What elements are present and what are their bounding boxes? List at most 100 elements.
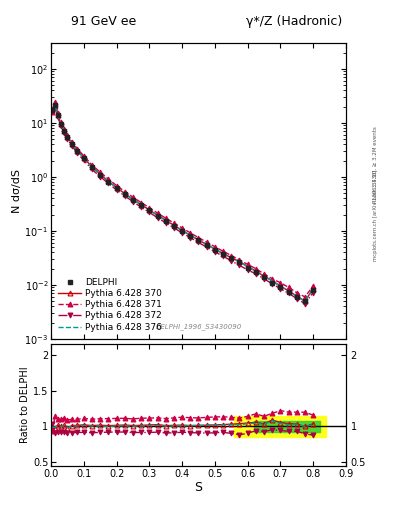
Pythia 6.428 372 [311, 290, 316, 296]
DELPHI [303, 298, 307, 304]
Pythia 6.428 370 [253, 268, 258, 274]
Pythia 6.428 370 [155, 212, 160, 218]
Pythia 6.428 371 [75, 146, 80, 152]
DELPHI [294, 294, 299, 300]
Pythia 6.428 370 [98, 171, 103, 177]
Pythia 6.428 370 [204, 242, 209, 248]
Pythia 6.428 371 [213, 244, 217, 250]
Text: DELPHI_1996_S3430090: DELPHI_1996_S3430090 [155, 323, 242, 330]
Pythia 6.428 370 [139, 202, 143, 208]
Pythia 6.428 372 [147, 209, 152, 216]
Pythia 6.428 371 [50, 109, 55, 115]
DELPHI [123, 191, 127, 197]
Pythia 6.428 371 [311, 283, 316, 289]
Y-axis label: N dσ/dS: N dσ/dS [11, 169, 22, 213]
Pythia 6.428 376 [130, 197, 135, 203]
Pythia 6.428 370 [221, 250, 226, 257]
Pythia 6.428 372 [55, 114, 60, 120]
Pythia 6.428 371 [180, 225, 184, 231]
Pythia 6.428 376 [139, 202, 143, 208]
Pythia 6.428 376 [270, 278, 275, 284]
Pythia 6.428 376 [303, 298, 307, 304]
Pythia 6.428 372 [90, 166, 94, 173]
Pythia 6.428 370 [172, 222, 176, 228]
Pythia 6.428 371 [221, 248, 226, 254]
Pythia 6.428 370 [70, 141, 75, 147]
Pythia 6.428 376 [253, 268, 258, 274]
Pythia 6.428 376 [155, 212, 160, 219]
Pythia 6.428 371 [53, 99, 57, 105]
Pythia 6.428 376 [106, 179, 111, 185]
DELPHI [245, 264, 250, 270]
DELPHI [53, 102, 57, 109]
DELPHI [81, 155, 86, 161]
Text: Rivet 3.1.10, ≥ 3.2M events: Rivet 3.1.10, ≥ 3.2M events [373, 126, 378, 203]
Pythia 6.428 376 [55, 112, 60, 118]
Pythia 6.428 370 [303, 298, 307, 304]
Pythia 6.428 370 [262, 273, 266, 279]
DELPHI [163, 218, 168, 224]
Pythia 6.428 376 [262, 273, 266, 280]
Pythia 6.428 371 [90, 162, 94, 168]
Legend: DELPHI, Pythia 6.428 370, Pythia 6.428 371, Pythia 6.428 372, Pythia 6.428 376: DELPHI, Pythia 6.428 370, Pythia 6.428 3… [55, 275, 165, 334]
Pythia 6.428 372 [204, 244, 209, 250]
DELPHI [180, 228, 184, 234]
Pythia 6.428 376 [147, 207, 152, 213]
DELPHI [62, 128, 66, 134]
DELPHI [172, 223, 176, 229]
Pythia 6.428 376 [163, 218, 168, 224]
Pythia 6.428 371 [172, 220, 176, 226]
Pythia 6.428 371 [55, 110, 60, 116]
Pythia 6.428 370 [147, 207, 152, 213]
Pythia 6.428 372 [303, 301, 307, 307]
Pythia 6.428 376 [50, 108, 55, 114]
DELPHI [90, 164, 94, 170]
Pythia 6.428 372 [123, 193, 127, 199]
Pythia 6.428 376 [59, 121, 63, 127]
Pythia 6.428 371 [147, 205, 152, 211]
Pythia 6.428 372 [229, 258, 233, 264]
X-axis label: S: S [195, 481, 202, 495]
Pythia 6.428 372 [81, 157, 86, 163]
Pythia 6.428 372 [262, 275, 266, 282]
DELPHI [65, 134, 70, 140]
Pythia 6.428 372 [70, 143, 75, 150]
DELPHI [262, 274, 266, 280]
DELPHI [155, 213, 160, 219]
DELPHI [130, 197, 135, 203]
DELPHI [188, 232, 193, 239]
Pythia 6.428 371 [262, 271, 266, 277]
Pythia 6.428 371 [98, 169, 103, 175]
DELPHI [253, 269, 258, 275]
Pythia 6.428 372 [253, 271, 258, 277]
Pythia 6.428 372 [130, 199, 135, 205]
Pythia 6.428 376 [114, 185, 119, 191]
Pythia 6.428 376 [229, 255, 233, 261]
Pythia 6.428 370 [65, 134, 70, 140]
Line: DELPHI: DELPHI [50, 103, 316, 304]
DELPHI [55, 112, 60, 118]
Pythia 6.428 372 [114, 187, 119, 193]
Pythia 6.428 370 [130, 196, 135, 202]
Pythia 6.428 371 [65, 132, 70, 138]
Pythia 6.428 372 [188, 234, 193, 241]
Pythia 6.428 372 [270, 281, 275, 287]
Pythia 6.428 376 [70, 141, 75, 147]
DELPHI [50, 108, 55, 114]
DELPHI [213, 247, 217, 253]
Pythia 6.428 376 [62, 128, 66, 134]
Pythia 6.428 370 [188, 232, 193, 238]
Pythia 6.428 372 [106, 180, 111, 186]
Text: 91 GeV ee: 91 GeV ee [71, 15, 136, 28]
Pythia 6.428 371 [286, 284, 291, 290]
Pythia 6.428 371 [106, 176, 111, 182]
Line: Pythia 6.428 371: Pythia 6.428 371 [50, 100, 316, 300]
DELPHI [278, 284, 283, 290]
Pythia 6.428 372 [172, 225, 176, 231]
Pythia 6.428 376 [204, 242, 209, 248]
Pythia 6.428 370 [53, 103, 57, 109]
Pythia 6.428 376 [311, 286, 316, 292]
Pythia 6.428 370 [50, 108, 55, 114]
Pythia 6.428 372 [59, 123, 63, 129]
DELPHI [204, 242, 209, 248]
